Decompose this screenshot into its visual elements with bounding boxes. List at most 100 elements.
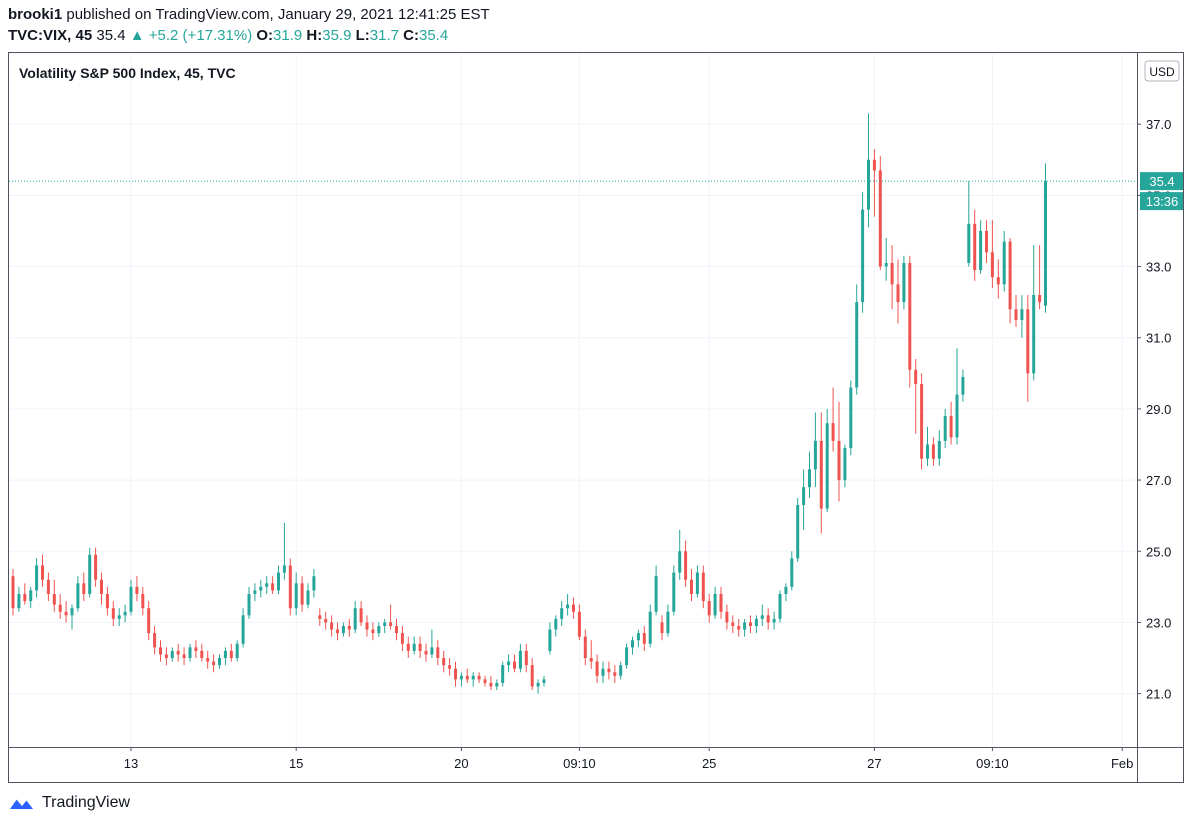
candle-body bbox=[265, 583, 269, 587]
candle-body bbox=[890, 262, 894, 285]
chart-frame[interactable]: 21.023.025.027.029.031.033.035.037.01315… bbox=[8, 52, 1184, 783]
candle-body bbox=[1026, 309, 1030, 374]
candle-body bbox=[725, 611, 729, 623]
candle-body bbox=[884, 262, 888, 267]
candle-body bbox=[920, 383, 924, 459]
candle-body bbox=[819, 440, 823, 509]
candle-body bbox=[347, 625, 351, 630]
candle-body bbox=[577, 611, 581, 637]
candle-body bbox=[153, 633, 157, 648]
candle-body bbox=[17, 593, 21, 609]
candle-body bbox=[448, 665, 452, 669]
candle-body bbox=[766, 615, 770, 623]
candle-body bbox=[695, 572, 699, 594]
candle-body bbox=[548, 629, 552, 651]
candle-body bbox=[188, 647, 192, 659]
x-tick-label: 25 bbox=[702, 756, 716, 771]
candle-body bbox=[949, 416, 953, 438]
candle-body bbox=[878, 170, 882, 267]
candle-body bbox=[46, 579, 50, 594]
candle-body bbox=[837, 440, 841, 481]
low-value: 31.7 bbox=[369, 27, 399, 44]
candle-body bbox=[601, 668, 605, 676]
candle-body bbox=[117, 615, 121, 619]
candle-body bbox=[147, 608, 151, 634]
candle-body bbox=[607, 668, 611, 673]
candle-body bbox=[754, 618, 758, 626]
candle-body bbox=[282, 565, 286, 573]
candle-body bbox=[701, 572, 705, 602]
candle-body bbox=[359, 608, 363, 623]
price-change: +5.2 (+17.31%) bbox=[148, 27, 253, 44]
candle-body bbox=[666, 611, 670, 634]
candle-body bbox=[135, 586, 139, 594]
candle-body bbox=[418, 643, 422, 651]
candle-body bbox=[406, 643, 410, 651]
y-tick-label: 27.0 bbox=[1146, 473, 1171, 488]
candle-body bbox=[707, 601, 711, 616]
candle-body bbox=[931, 444, 935, 459]
candle-body bbox=[400, 633, 404, 644]
y-tick-label: 21.0 bbox=[1146, 687, 1171, 702]
candle-body bbox=[1002, 241, 1006, 285]
candle-body bbox=[985, 230, 988, 253]
candle-body bbox=[123, 611, 127, 616]
y-tick-label: 25.0 bbox=[1146, 544, 1171, 559]
candle-body bbox=[41, 565, 44, 580]
candlestick-chart[interactable]: 21.023.025.027.029.031.033.035.037.01315… bbox=[9, 53, 1183, 782]
candle-body bbox=[636, 633, 640, 641]
candle-body bbox=[672, 572, 676, 612]
symbol-label[interactable]: TVC:VIX, 45 bbox=[8, 27, 93, 44]
author-name[interactable]: brooki1 bbox=[8, 6, 63, 23]
footer-brand: TradingView bbox=[42, 794, 131, 811]
x-tick-label: 27 bbox=[867, 756, 881, 771]
tradingview-footer[interactable]: TradingView bbox=[8, 794, 130, 812]
tradingview-logo-icon bbox=[10, 798, 33, 809]
y-tick-label: 31.0 bbox=[1146, 331, 1171, 346]
candle-body bbox=[235, 643, 239, 659]
candle-body bbox=[489, 682, 493, 687]
x-tick-label: 09:10 bbox=[976, 756, 1009, 771]
candle-body bbox=[1038, 295, 1042, 303]
candle-body bbox=[973, 223, 977, 271]
candle-body bbox=[82, 583, 86, 594]
candle-body bbox=[967, 223, 971, 263]
candle-body bbox=[1008, 241, 1012, 310]
last-price-label: 35.4 bbox=[1149, 174, 1174, 189]
candle-body bbox=[176, 650, 180, 655]
candle-body bbox=[223, 650, 227, 659]
candle-body bbox=[943, 416, 947, 441]
x-tick-label: 15 bbox=[289, 756, 303, 771]
candle-body bbox=[294, 583, 298, 609]
candle-body bbox=[35, 565, 39, 591]
candle-body bbox=[436, 647, 440, 659]
candle-body bbox=[849, 387, 853, 449]
candle-body bbox=[572, 604, 575, 612]
candle-body bbox=[825, 423, 829, 509]
candle-body bbox=[690, 579, 693, 594]
countdown-tag bbox=[1140, 192, 1183, 211]
candle-body bbox=[642, 633, 646, 644]
candle-body bbox=[465, 675, 469, 680]
candle-body bbox=[743, 622, 747, 630]
candle-body bbox=[206, 658, 210, 662]
candle-body bbox=[990, 252, 994, 278]
chart-title: Volatility S&P 500 Index, 45, TVC bbox=[19, 65, 236, 81]
candle-body bbox=[324, 618, 328, 623]
candle-body bbox=[524, 650, 528, 666]
candle-body bbox=[914, 369, 918, 384]
candle-body bbox=[713, 593, 717, 616]
candle-body bbox=[796, 504, 800, 559]
candle-body bbox=[778, 593, 782, 619]
currency-badge bbox=[1144, 60, 1180, 82]
candle-body bbox=[318, 615, 322, 619]
candle-body bbox=[501, 665, 505, 683]
candle-body bbox=[619, 665, 623, 676]
candle-body bbox=[589, 658, 593, 662]
candle-body bbox=[424, 650, 428, 655]
candle-body bbox=[200, 650, 204, 659]
candle-body bbox=[737, 625, 741, 630]
candle-body bbox=[277, 572, 280, 591]
high-value: 35.9 bbox=[322, 27, 352, 44]
candle-body bbox=[182, 654, 186, 659]
